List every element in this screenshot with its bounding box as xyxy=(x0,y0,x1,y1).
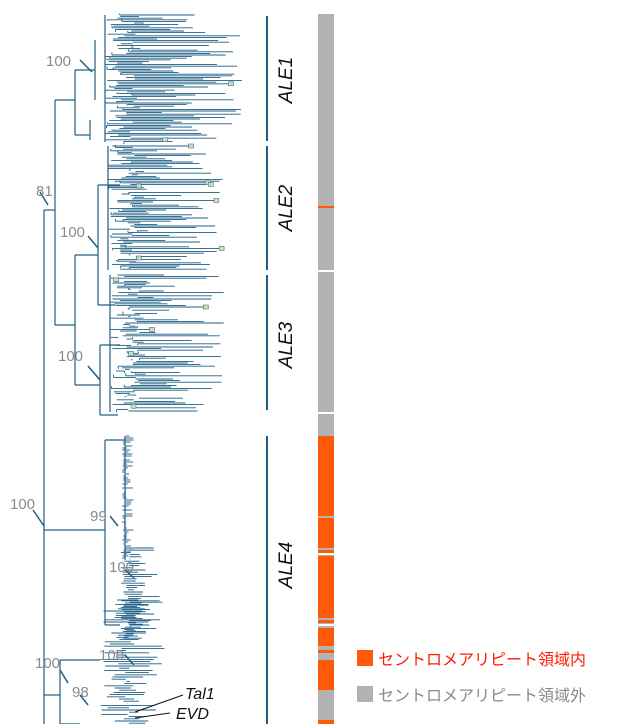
bootstrap-label: 100 xyxy=(10,496,35,513)
strip-segment-inside xyxy=(318,518,334,548)
bootstrap-label: 81 xyxy=(36,183,53,200)
bootstrap-label: 100 xyxy=(46,53,71,70)
terminal-node-markers xyxy=(113,81,234,409)
strip-segment-inside xyxy=(318,436,334,516)
bootstrap-label: 100 xyxy=(35,655,60,672)
bootstrap-label: 98 xyxy=(72,684,89,701)
strip-segment-inside xyxy=(318,556,334,618)
bootstrap-label: 99 xyxy=(90,508,107,525)
clade-label-ale2: ALE2 xyxy=(276,184,297,232)
leaf-tips xyxy=(100,13,242,724)
tip-label-evd: EVD xyxy=(176,706,209,723)
strip-gap xyxy=(318,553,334,555)
legend-swatch-inside xyxy=(357,650,373,666)
strip-segment-inside xyxy=(318,206,334,208)
tree-branches xyxy=(43,15,126,724)
strip-segment-inside xyxy=(318,620,334,623)
bootstrap-label: 100 xyxy=(58,348,83,365)
bootstrap-label: 100 xyxy=(99,647,124,664)
tip-pointers xyxy=(134,694,184,719)
centromere-region-strip xyxy=(318,14,334,724)
clade-label-ale4: ALE4 xyxy=(276,542,297,589)
strip-gap xyxy=(318,270,334,272)
legend-label-inside: セントロメアリピート領域内 xyxy=(378,650,587,669)
strip-segment-inside xyxy=(318,628,334,646)
strip-gap xyxy=(318,624,334,626)
strip-segment-inside xyxy=(318,550,334,553)
tip-label-tal1: Tal1 xyxy=(185,686,215,703)
legend-label-outside: セントロメアリピート領域外 xyxy=(378,686,587,705)
strip-segment-inside xyxy=(318,720,334,724)
clade-label-ale3: ALE3 xyxy=(276,321,297,369)
bootstrap-ticks xyxy=(32,59,135,706)
strip-gap xyxy=(318,412,334,414)
strip-segment-inside xyxy=(318,650,334,653)
bootstrap-label: 100 xyxy=(60,224,85,241)
legend-item-inside: セントロメアリピート領域内 xyxy=(357,646,586,670)
legend-swatch-outside xyxy=(357,686,373,702)
strip-segment-inside xyxy=(318,660,334,690)
clade-label-ale1: ALE1 xyxy=(276,57,297,104)
legend-item-outside: セントロメアリピート領域外 xyxy=(357,682,586,706)
bootstrap-label: 100 xyxy=(109,559,134,576)
